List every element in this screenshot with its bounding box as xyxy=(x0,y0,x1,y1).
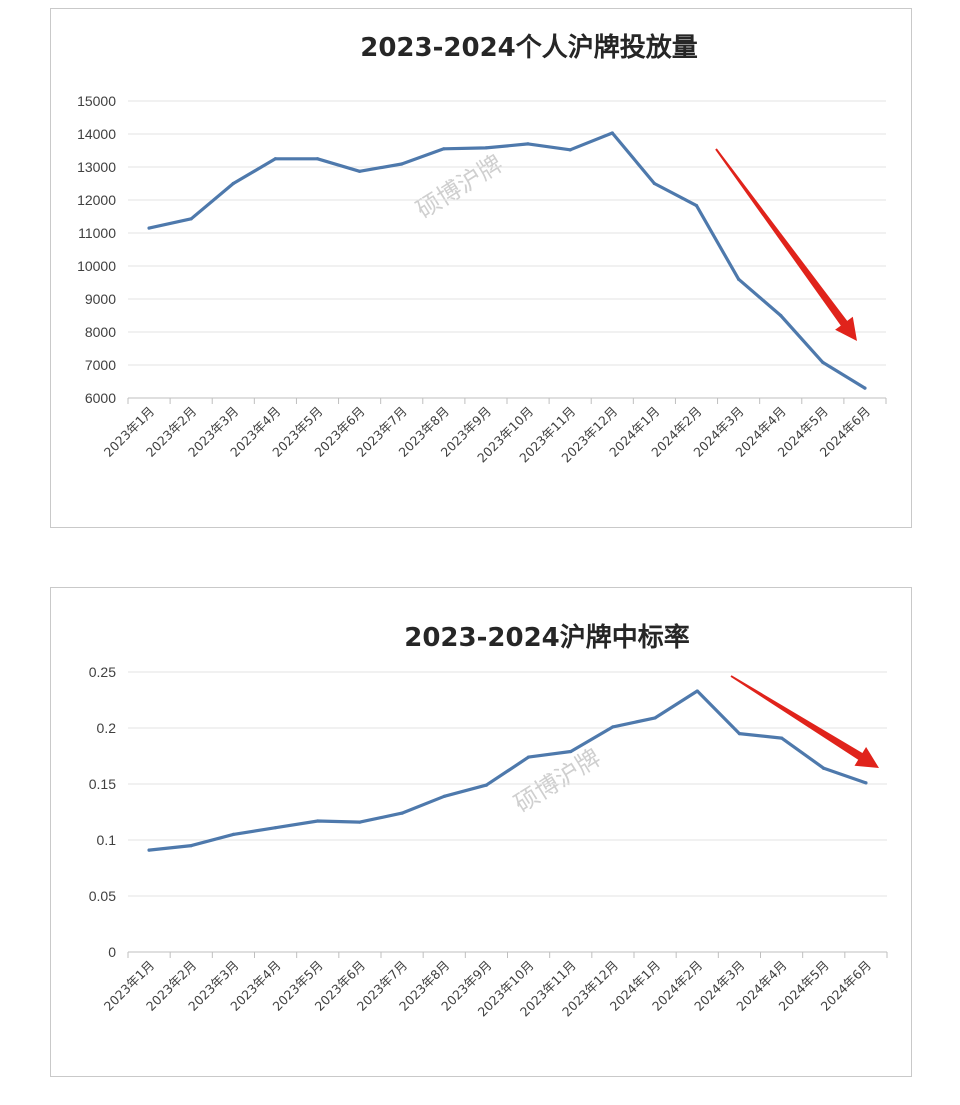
data-point xyxy=(694,204,699,208)
data-point xyxy=(863,386,867,390)
chart-volume: 2023-2024个人沪牌投放量 硕博沪牌 6000 7000 8000 9000 10… xyxy=(50,8,912,528)
data-point xyxy=(737,277,741,281)
series-line xyxy=(147,131,867,390)
data-point xyxy=(400,162,404,166)
series-line xyxy=(147,689,868,852)
data-point xyxy=(779,313,783,318)
data-point xyxy=(442,147,446,151)
y-tick-label: 9000 xyxy=(85,291,116,307)
data-point xyxy=(231,181,235,186)
data-point xyxy=(231,832,236,836)
data-point xyxy=(821,360,825,364)
data-point xyxy=(652,181,656,186)
data-point xyxy=(358,169,362,173)
data-point xyxy=(358,820,362,824)
chart-title: 2023-2024沪牌中标率 xyxy=(404,622,690,653)
y-tick-label: 11000 xyxy=(78,225,116,241)
watermark: 硕博沪牌 xyxy=(411,149,507,224)
chart-win-rate-svg: 2023-2024沪牌中标率 硕博沪牌 00.050.10.150.20.252… xyxy=(89,622,888,1020)
trend-arrow xyxy=(715,148,857,341)
chart-volume-svg: 2023-2024个人沪牌投放量 硕博沪牌 6000 7000 8000 9000 10… xyxy=(77,32,887,466)
y-tick-label: 0.1 xyxy=(97,832,117,848)
data-point xyxy=(568,148,572,152)
y-tick-label: 0.2 xyxy=(97,720,117,736)
y-tick-label: 6000 xyxy=(85,390,116,406)
trend-arrow-shape xyxy=(730,675,879,768)
trend-arrow xyxy=(730,675,879,768)
data-point xyxy=(653,716,657,720)
y-tick-label: 12000 xyxy=(77,192,116,208)
chart-win-rate: 2023-2024沪牌中标率 硕博沪牌 0 0.05 0.1 0.15 0.2 0.25 2… xyxy=(50,587,912,1077)
data-point xyxy=(864,781,868,785)
data-point xyxy=(569,749,573,754)
data-point xyxy=(484,783,489,787)
data-point xyxy=(189,844,193,848)
data-point xyxy=(273,157,277,161)
y-tick-label: 0 xyxy=(108,944,116,960)
data-point xyxy=(147,226,151,230)
data-point xyxy=(822,766,826,770)
y-tick-label: 13000 xyxy=(77,159,116,175)
trend-arrow-shape xyxy=(715,148,857,341)
data-point xyxy=(526,755,531,759)
data-point xyxy=(526,142,530,146)
data-point xyxy=(779,736,784,740)
data-point xyxy=(737,732,742,736)
y-tick-label: 0.25 xyxy=(89,664,116,680)
y-tick-label: 15000 xyxy=(77,93,116,109)
y-tick-label: 10000 xyxy=(77,258,116,274)
data-point xyxy=(189,217,193,221)
y-tick-label: 14000 xyxy=(77,126,116,142)
data-point xyxy=(484,146,488,150)
data-point xyxy=(147,848,151,852)
y-tick-label: 8000 xyxy=(85,324,116,340)
data-point xyxy=(400,811,404,815)
data-point xyxy=(442,794,446,798)
y-tick-label: 0.15 xyxy=(89,776,116,792)
chart-title: 2023-2024个人沪牌投放量 xyxy=(360,32,698,63)
y-tick-label: 7000 xyxy=(85,357,116,373)
data-point xyxy=(610,131,614,135)
data-point xyxy=(695,689,699,693)
data-point xyxy=(273,826,278,830)
data-point xyxy=(315,157,320,161)
data-point xyxy=(611,725,615,729)
data-point xyxy=(316,819,320,823)
y-tick-label: 0.05 xyxy=(89,888,116,904)
